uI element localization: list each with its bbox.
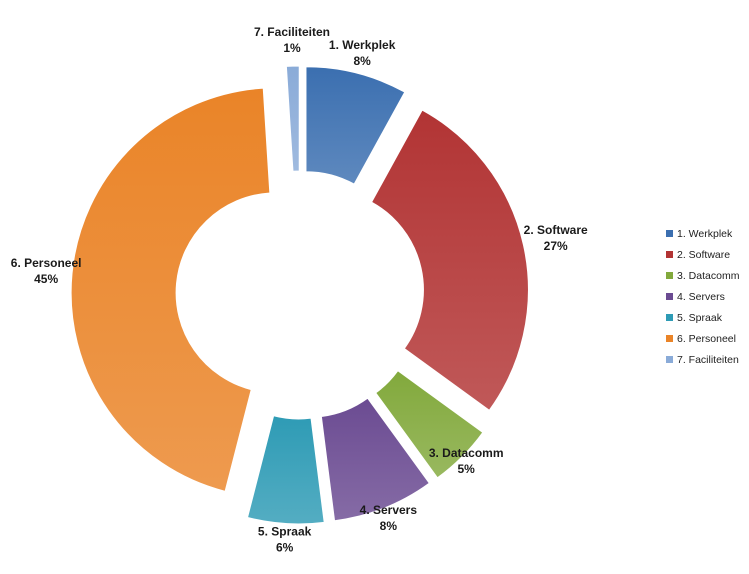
legend-item: 7. Faciliteiten: [666, 349, 739, 370]
legend-label: 6. Personeel: [677, 332, 736, 345]
legend-swatch: [666, 230, 673, 237]
legend-item: 3. Datacomm: [666, 265, 739, 286]
slice-faciliteiten: [285, 65, 300, 172]
legend-swatch: [666, 272, 673, 279]
legend-item: 2. Software: [666, 244, 739, 265]
data-label: 2. Software 27%: [524, 223, 588, 253]
legend-label: 3. Datacomm: [677, 269, 740, 282]
legend-label: 7. Faciliteiten: [677, 353, 739, 366]
legend-label: 2. Software: [677, 248, 731, 261]
slice-personeel: [70, 87, 271, 492]
legend-swatch: [666, 314, 673, 321]
slice-datacomm: [375, 370, 484, 479]
data-label: 7. Faciliteiten 1%: [254, 25, 330, 55]
legend-item: 1. Werkplek: [666, 223, 739, 244]
slice-spraak: [246, 415, 325, 525]
data-label: 1. Werkplek 8%: [329, 38, 396, 68]
legend-label: 5. Spraak: [677, 311, 722, 324]
legend-swatch: [666, 356, 673, 363]
data-label: 5. Spraak 6%: [258, 525, 312, 555]
legend-swatch: [666, 251, 673, 258]
data-label: 6. Personeel 45%: [11, 256, 82, 286]
legend-label: 4. Servers: [677, 290, 725, 303]
legend-item: 6. Personeel: [666, 328, 739, 349]
legend-swatch: [666, 293, 673, 300]
data-label: 4. Servers 8%: [360, 503, 418, 533]
data-label: 3. Datacomm 5%: [429, 446, 504, 476]
slice-software: [370, 109, 529, 411]
legend-item: 5. Spraak: [666, 307, 739, 328]
slice-werkplek: [305, 66, 406, 185]
legend-item: 4. Servers: [666, 286, 739, 307]
legend-swatch: [666, 335, 673, 342]
slice-servers: [320, 397, 431, 522]
legend-label: 1. Werkplek: [677, 227, 733, 240]
legend: 1. Werkplek 2. Software 3. Datacomm 4. Serv…: [666, 223, 739, 370]
